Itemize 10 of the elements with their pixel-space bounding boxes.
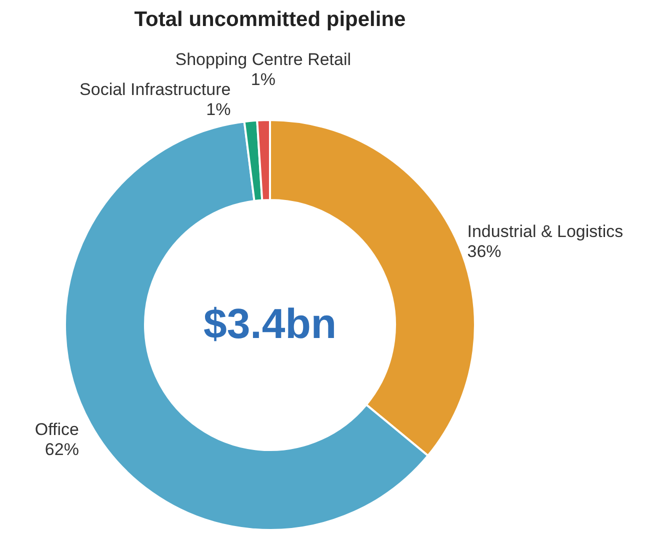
data-label: 1%	[206, 100, 231, 120]
slice-label: Industrial & Logistics	[467, 222, 624, 242]
slice-label: Social Infrastructure	[80, 80, 231, 100]
text: $3.4bn	[203, 300, 337, 347]
data-label: 62%	[44, 440, 79, 460]
data-label: 36%	[467, 242, 502, 262]
data-label: 1%	[250, 70, 276, 90]
slice-label: Office	[34, 420, 79, 440]
chart-title: Total uncommitted pipeline	[134, 8, 406, 31]
slice-label: Shopping Centre Retail	[175, 50, 352, 70]
